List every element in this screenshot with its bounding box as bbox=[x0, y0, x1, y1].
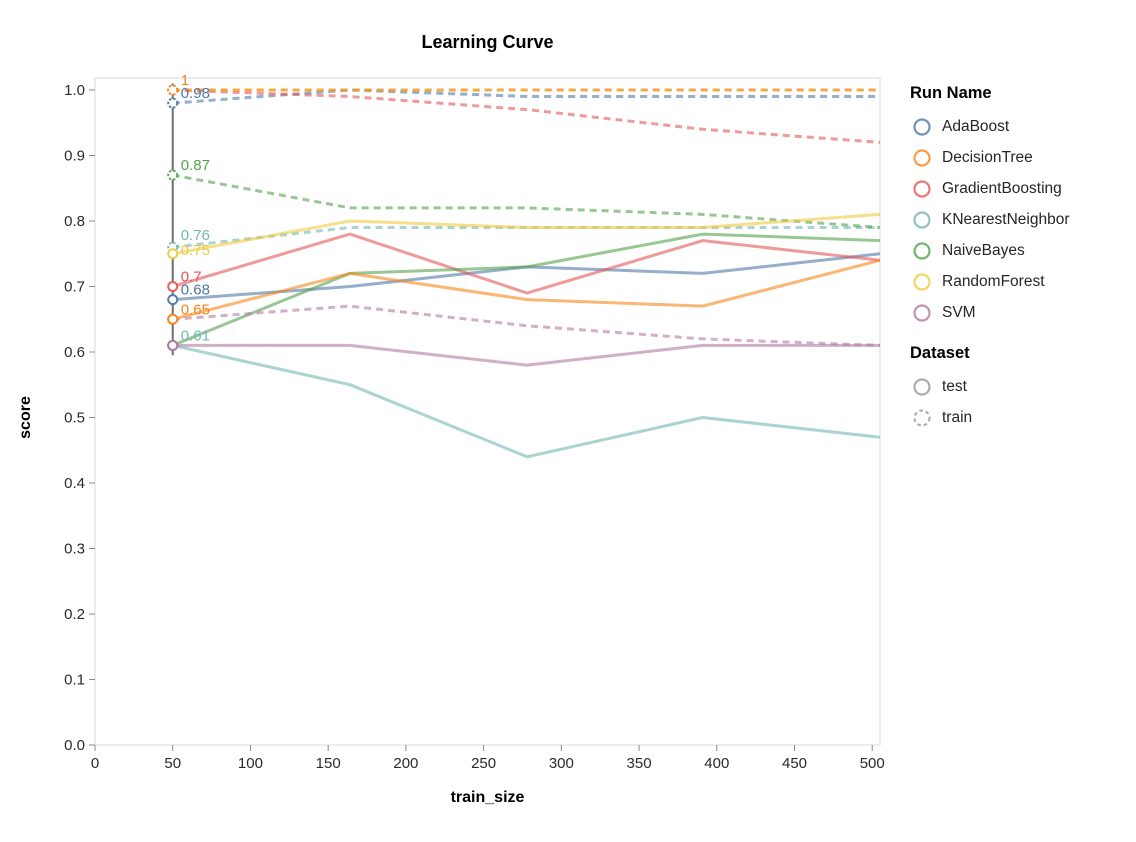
point-value-label: 0.61 bbox=[181, 327, 210, 344]
marker-DecisionTree-train bbox=[167, 84, 179, 96]
y-tick-label: 1.0 bbox=[64, 82, 85, 99]
legend-item-label: test bbox=[942, 377, 967, 395]
y-tick-label: 0.1 bbox=[64, 672, 85, 689]
legend-swatch-circle-icon bbox=[913, 179, 931, 198]
legend-item-dataset-test[interactable]: test bbox=[910, 371, 1070, 402]
legend-dataset-items: test train bbox=[910, 371, 1070, 433]
line-RandomForest-test bbox=[172, 212, 881, 256]
legend-swatch-circle-icon bbox=[913, 272, 931, 291]
x-tick-label: 350 bbox=[627, 755, 652, 772]
line-GradientBoosting-test bbox=[172, 232, 881, 295]
x-tick-label: 100 bbox=[238, 755, 263, 772]
point-value-label: 0.68 bbox=[181, 282, 210, 299]
x-tick-label: 450 bbox=[782, 755, 807, 772]
point-value-label: 0.76 bbox=[181, 227, 210, 244]
line-SVM-test bbox=[172, 343, 880, 367]
chart-legend: Run Name AdaBoost DecisionTree GradientBoo… bbox=[910, 84, 1070, 433]
legend-swatch-circle-icon bbox=[913, 303, 931, 322]
y-axis-title: score bbox=[17, 396, 34, 439]
legend-item-randomforest[interactable]: RandomForest bbox=[910, 266, 1070, 297]
x-tick-label: 300 bbox=[549, 755, 574, 772]
y-tick-label: 0.8 bbox=[64, 213, 85, 230]
x-tick-label: 50 bbox=[164, 755, 181, 772]
legend-dataset-title: Dataset bbox=[910, 344, 970, 362]
line-KNearestNeighbor-train bbox=[172, 226, 880, 249]
y-tick-label: 0.5 bbox=[64, 410, 85, 427]
y-tick-label: 0.0 bbox=[64, 737, 85, 754]
x-tick-label: 150 bbox=[316, 755, 341, 772]
legend-item-naivebayes[interactable]: NaiveBayes bbox=[910, 235, 1070, 266]
line-AdaBoost-train bbox=[172, 88, 880, 105]
point-value-label: 0.87 bbox=[181, 157, 210, 174]
legend-item-label: RandomForest bbox=[942, 272, 1045, 290]
line-NaiveBayes-train bbox=[172, 173, 881, 229]
y-tick-label: 0.3 bbox=[64, 541, 85, 558]
line-KNearestNeighbor-test bbox=[172, 343, 881, 459]
chart-title: Learning Curve bbox=[421, 32, 554, 52]
y-tick-label: 0.6 bbox=[64, 344, 85, 361]
marker-GradientBoosting-test bbox=[167, 281, 179, 292]
y-tick-label: 0.9 bbox=[64, 148, 85, 165]
point-value-label: 0.65 bbox=[181, 301, 210, 318]
legend-item-decisiontree[interactable]: DecisionTree bbox=[910, 142, 1070, 173]
legend-item-label: KNearestNeighbor bbox=[942, 210, 1070, 228]
legend-run-items: AdaBoost DecisionTree GradientBoosting KNea… bbox=[910, 111, 1070, 328]
y-tick-label: 0.4 bbox=[64, 475, 85, 492]
legend-swatch-circle-icon bbox=[913, 148, 931, 167]
y-tick-label: 0.2 bbox=[64, 606, 85, 623]
line-SVM-train bbox=[172, 304, 881, 347]
marker-NaiveBayes-train bbox=[167, 169, 179, 181]
legend-item-label: AdaBoost bbox=[942, 117, 1010, 135]
x-tick-label: 200 bbox=[393, 755, 418, 772]
legend-item-dataset-train[interactable]: train bbox=[910, 402, 1070, 433]
legend-item-label: DecisionTree bbox=[942, 148, 1033, 166]
marker-SVM-test bbox=[167, 339, 179, 351]
legend-item-label: train bbox=[942, 408, 973, 426]
point-value-label: 1 bbox=[181, 72, 189, 89]
legend-swatch-circle-icon bbox=[913, 377, 931, 396]
point-value-label: 0.98 bbox=[181, 85, 210, 102]
legend-run-name-title: Run Name bbox=[910, 84, 992, 102]
point-value-label: 0.7 bbox=[181, 269, 202, 286]
marker-RandomForest-test bbox=[167, 248, 179, 260]
axes: 0.0 0.1 0.2 0.3 0.4 0.5 0.6 0.7 0.8 0.9 1.0 0 50 100 1… bbox=[64, 82, 885, 772]
legend-item-adaboost[interactable]: AdaBoost bbox=[910, 111, 1070, 142]
point-value-label: 0.75 bbox=[181, 242, 210, 259]
legend-item-label: SVM bbox=[942, 303, 976, 321]
legend-item-svm[interactable]: SVM bbox=[910, 297, 1070, 328]
legend-swatch-circle-icon bbox=[913, 210, 931, 229]
x-tick-label: 250 bbox=[471, 755, 496, 772]
plot-frame bbox=[94, 77, 881, 746]
legend-item-gradientboosting[interactable]: GradientBoosting bbox=[910, 173, 1070, 204]
line-NaiveBayes-test bbox=[172, 232, 881, 347]
legend-swatch-circle-dashed-icon bbox=[913, 408, 931, 427]
legend-item-knearestneighbor[interactable]: KNearestNeighbor bbox=[910, 204, 1070, 235]
x-tick-label: 400 bbox=[704, 755, 729, 772]
x-axis-title: train_size bbox=[451, 789, 525, 806]
x-tick-label: 500 bbox=[860, 755, 885, 772]
legend-item-label: NaiveBayes bbox=[942, 241, 1025, 259]
legend-swatch-circle-icon bbox=[913, 241, 931, 260]
line-DecisionTree-test bbox=[172, 258, 881, 321]
x-tick-label: 0 bbox=[91, 755, 99, 772]
marker-AdaBoost-train bbox=[167, 97, 179, 109]
legend-swatch-circle-icon bbox=[913, 117, 931, 136]
legend-item-label: GradientBoosting bbox=[942, 179, 1062, 197]
marker-AdaBoost-test bbox=[167, 294, 179, 306]
y-tick-label: 0.7 bbox=[64, 279, 85, 296]
marker-DecisionTree-test bbox=[167, 313, 179, 325]
line-GradientBoosting-train bbox=[172, 88, 881, 144]
